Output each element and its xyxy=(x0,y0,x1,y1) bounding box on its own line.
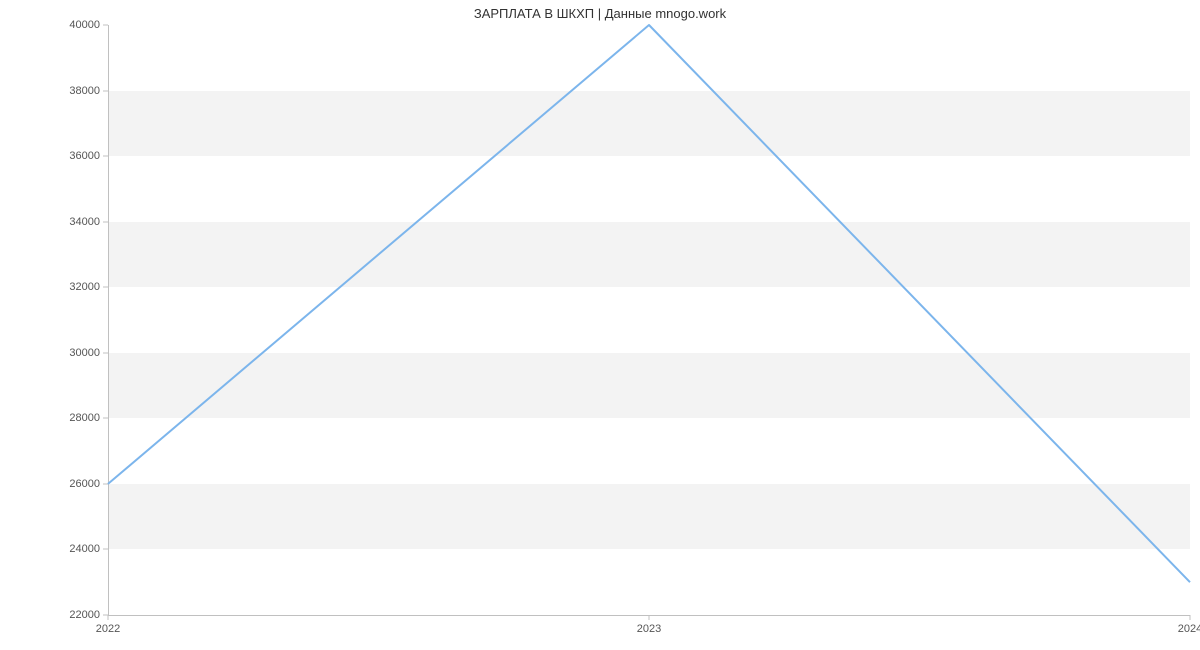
y-tick-label: 40000 xyxy=(69,19,108,31)
y-tick-label: 30000 xyxy=(69,347,108,359)
x-axis-line xyxy=(108,615,1190,616)
x-tick-label: 2022 xyxy=(96,615,120,635)
chart-title: ЗАРПЛАТА В ШКХП | Данные mnogo.work xyxy=(0,6,1200,21)
x-tick-label: 2024 xyxy=(1178,615,1200,635)
y-tick-label: 26000 xyxy=(69,478,108,490)
y-tick-label: 34000 xyxy=(69,216,108,228)
y-tick-label: 32000 xyxy=(69,281,108,293)
salary-line-chart: ЗАРПЛАТА В ШКХП | Данные mnogo.work 2200… xyxy=(0,0,1200,650)
plot-area: 2200024000260002800030000320003400036000… xyxy=(108,25,1190,615)
y-tick-label: 24000 xyxy=(69,543,108,555)
y-tick-label: 28000 xyxy=(69,412,108,424)
data-series-line xyxy=(108,25,1190,582)
y-tick-label: 36000 xyxy=(69,150,108,162)
x-tick-label: 2023 xyxy=(637,615,661,635)
line-layer xyxy=(108,25,1190,615)
y-tick-label: 38000 xyxy=(69,85,108,97)
